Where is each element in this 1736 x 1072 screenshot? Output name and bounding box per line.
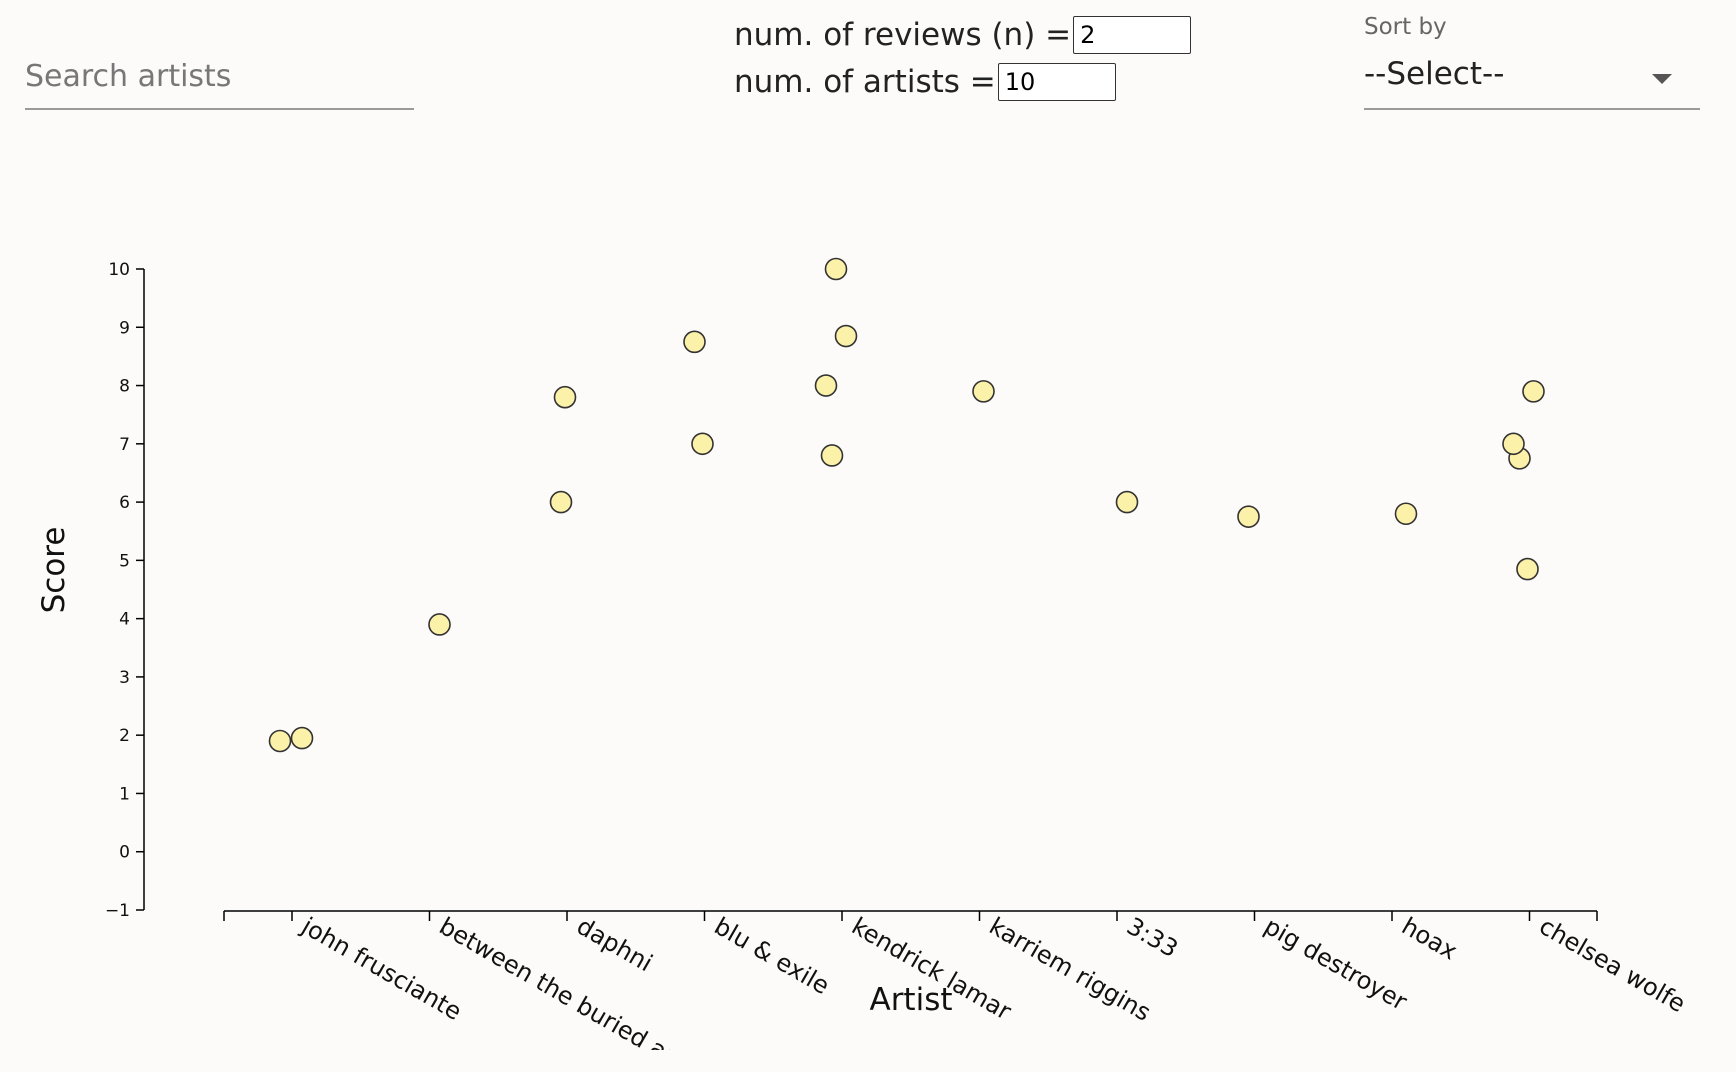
sort-label: Sort by	[1364, 14, 1447, 40]
data-point[interactable]	[683, 330, 706, 354]
sort-value[interactable]: --Select--	[1364, 56, 1505, 92]
data-point[interactable]	[820, 444, 844, 467]
y-axis: −1 0 1 2 3 4 5 6 7 8 9 10	[105, 260, 145, 921]
data-point[interactable]	[972, 380, 995, 403]
x-tick-label: blu & exile	[710, 912, 835, 1000]
y-tick-label: 1	[119, 784, 130, 804]
reviews-label: num. of reviews (n) =	[734, 17, 1072, 53]
x-tick-label: between the buried and	[435, 912, 699, 1072]
data-point[interactable]	[834, 324, 858, 348]
y-tick-label: 9	[119, 318, 130, 338]
data-point[interactable]	[428, 613, 451, 636]
sort-select[interactable]: Sort by --Select--	[1364, 12, 1700, 110]
data-point[interactable]	[1502, 432, 1525, 456]
data-point[interactable]	[553, 385, 577, 409]
y-tick-label: 4	[119, 610, 130, 630]
x-tick-label: chelsea wolfe	[1535, 912, 1691, 1018]
x-tick-label: hoax	[1397, 912, 1462, 966]
data-point[interactable]	[290, 726, 314, 750]
data-point[interactable]	[268, 729, 292, 753]
reviews-param-row: num. of reviews (n) =	[734, 16, 1192, 54]
y-tick-label: 8	[119, 377, 130, 397]
search-field[interactable]	[25, 44, 414, 110]
y-axis-title: Score	[36, 527, 72, 614]
x-tick-label: 3:33	[1122, 912, 1183, 963]
artists-input[interactable]	[997, 63, 1116, 101]
y-tick-label: 0	[119, 843, 130, 863]
data-point[interactable]	[1394, 502, 1418, 526]
y-tick-label: 7	[119, 435, 130, 455]
search-input[interactable]	[25, 54, 405, 98]
data-point[interactable]	[1522, 380, 1545, 403]
y-tick-label: 2	[119, 726, 130, 746]
reviews-input[interactable]	[1073, 16, 1192, 54]
data-point[interactable]	[1115, 490, 1139, 514]
artists-param-row: num. of artists =	[734, 63, 1116, 101]
data-points	[268, 257, 1545, 753]
y-tick-label: 5	[119, 551, 130, 571]
x-tick-label: pig destroyer	[1260, 912, 1412, 1016]
y-tick-label: 10	[108, 260, 130, 280]
data-point[interactable]	[1237, 505, 1260, 528]
y-tick-label: 3	[119, 668, 130, 688]
x-axis-title: Artist	[869, 982, 952, 1018]
data-point[interactable]	[814, 374, 838, 397]
x-tick-label: daphni	[572, 912, 657, 977]
artists-label: num. of artists =	[734, 64, 996, 100]
chevron-down-icon[interactable]	[1652, 74, 1672, 84]
data-point[interactable]	[549, 490, 573, 514]
y-tick-label: 6	[119, 493, 130, 513]
y-tick-label: −1	[105, 901, 130, 921]
data-point[interactable]	[691, 432, 714, 456]
data-point[interactable]	[1516, 557, 1539, 581]
data-point[interactable]	[824, 257, 848, 281]
